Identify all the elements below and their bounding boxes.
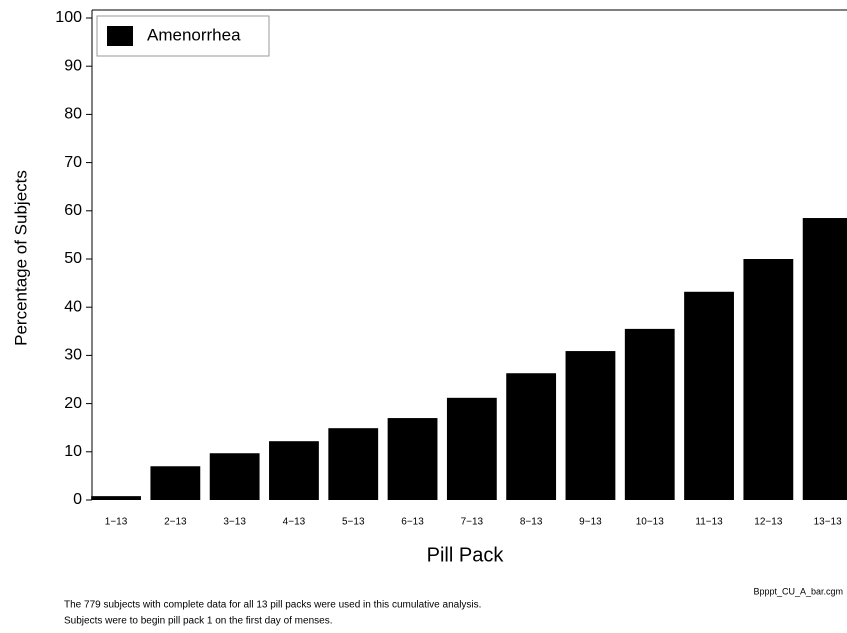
x-tick-label: 10−13 xyxy=(636,517,665,528)
y-tick-label: 20 xyxy=(64,395,82,412)
file-name: Bpppt_CU_A_bar.cgm xyxy=(753,586,843,596)
y-tick-label: 40 xyxy=(64,298,82,315)
x-tick-label: 4−13 xyxy=(283,517,306,528)
bar xyxy=(506,373,557,500)
x-axis-label: Pill Pack xyxy=(427,544,505,566)
y-tick-label: 80 xyxy=(64,106,82,123)
y-tick-label: 0 xyxy=(73,491,82,508)
y-tick-label: 100 xyxy=(55,9,82,26)
x-tick-label: 6−13 xyxy=(401,517,424,528)
bar xyxy=(743,259,794,500)
bar xyxy=(150,466,201,500)
x-tick-label: 7−13 xyxy=(461,517,484,528)
x-tick-label: 11−13 xyxy=(695,517,723,528)
y-tick-label: 10 xyxy=(64,443,82,460)
x-tick-label: 1−13 xyxy=(105,517,128,528)
bar xyxy=(91,496,141,500)
x-tick-label: 12−13 xyxy=(754,517,783,528)
footnote: The 779 subjects with complete data for … xyxy=(64,600,481,611)
bar xyxy=(624,328,675,500)
x-tick-label: 9−13 xyxy=(579,517,602,528)
bar xyxy=(565,351,616,500)
y-axis-label: Percentage of Subjects xyxy=(11,170,30,346)
bar xyxy=(269,441,319,500)
x-tick-label: 2−13 xyxy=(164,517,187,528)
bar xyxy=(209,453,260,500)
y-tick-label: 50 xyxy=(64,250,82,267)
x-tick-label: 5−13 xyxy=(342,517,365,528)
x-tick-label: 13−13 xyxy=(814,517,843,528)
bar xyxy=(387,418,438,500)
y-tick-label: 60 xyxy=(64,202,82,219)
bar xyxy=(684,291,734,500)
x-tick-label: 3−13 xyxy=(223,517,246,528)
y-tick-label: 90 xyxy=(64,57,82,74)
bar xyxy=(446,397,497,500)
footnote: Subjects were to begin pill pack 1 on th… xyxy=(64,616,332,627)
legend-label: Amenorrhea xyxy=(147,25,241,44)
bar xyxy=(328,428,379,500)
y-tick-label: 70 xyxy=(64,154,82,171)
bar xyxy=(802,218,847,500)
x-tick-label: 8−13 xyxy=(520,517,543,528)
y-tick-label: 30 xyxy=(64,347,82,364)
legend-swatch xyxy=(107,26,133,46)
